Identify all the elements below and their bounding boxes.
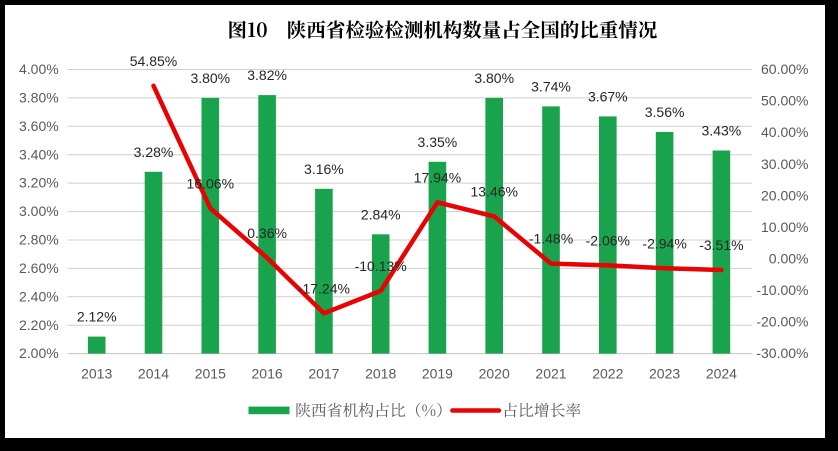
svg-text:2014: 2014 bbox=[138, 366, 169, 382]
svg-text:0.36%: 0.36% bbox=[247, 225, 287, 241]
svg-text:20.00%: 20.00% bbox=[761, 187, 808, 203]
svg-text:2.84%: 2.84% bbox=[361, 206, 401, 222]
svg-text:2013: 2013 bbox=[81, 366, 112, 382]
svg-text:3.35%: 3.35% bbox=[418, 134, 458, 150]
svg-text:30.00%: 30.00% bbox=[761, 156, 808, 172]
svg-text:3.80%: 3.80% bbox=[190, 70, 230, 86]
svg-text:0.00%: 0.00% bbox=[769, 251, 809, 267]
svg-text:40.00%: 40.00% bbox=[761, 124, 808, 140]
svg-text:-1.48%: -1.48% bbox=[529, 231, 573, 247]
svg-text:10.00%: 10.00% bbox=[761, 219, 808, 235]
svg-text:17.94%: 17.94% bbox=[414, 169, 461, 185]
svg-text:-20.00%: -20.00% bbox=[756, 314, 808, 330]
svg-text:50.00%: 50.00% bbox=[761, 93, 808, 109]
svg-text:3.82%: 3.82% bbox=[247, 67, 287, 83]
svg-text:2.00%: 2.00% bbox=[19, 345, 59, 361]
svg-text:3.67%: 3.67% bbox=[588, 89, 628, 105]
svg-text:3.28%: 3.28% bbox=[134, 144, 174, 160]
svg-text:2.20%: 2.20% bbox=[19, 317, 59, 333]
svg-text:2019: 2019 bbox=[422, 366, 453, 382]
svg-text:2015: 2015 bbox=[195, 366, 226, 382]
svg-text:3.60%: 3.60% bbox=[19, 118, 59, 134]
svg-text:4.00%: 4.00% bbox=[19, 61, 59, 77]
svg-text:3.43%: 3.43% bbox=[702, 123, 742, 139]
svg-text:2016: 2016 bbox=[252, 366, 283, 382]
svg-text:-10.00%: -10.00% bbox=[756, 282, 808, 298]
svg-text:3.00%: 3.00% bbox=[19, 203, 59, 219]
svg-text:2.80%: 2.80% bbox=[19, 232, 59, 248]
svg-text:3.80%: 3.80% bbox=[474, 70, 514, 86]
svg-text:60.00%: 60.00% bbox=[761, 61, 808, 77]
svg-text:2024: 2024 bbox=[706, 366, 737, 382]
svg-text:2.60%: 2.60% bbox=[19, 260, 59, 276]
svg-text:13.46%: 13.46% bbox=[470, 184, 517, 200]
svg-text:-2.06%: -2.06% bbox=[586, 233, 630, 249]
svg-text:2.40%: 2.40% bbox=[19, 288, 59, 304]
svg-text:-10.13%: -10.13% bbox=[355, 258, 407, 274]
svg-text:3.80%: 3.80% bbox=[19, 90, 59, 106]
svg-text:-3.51%: -3.51% bbox=[699, 237, 743, 253]
svg-text:3.74%: 3.74% bbox=[531, 79, 571, 95]
svg-text:-2.94%: -2.94% bbox=[642, 235, 686, 251]
svg-text:-17.24%: -17.24% bbox=[298, 280, 350, 296]
svg-text:3.16%: 3.16% bbox=[304, 161, 344, 177]
svg-text:54.85%: 54.85% bbox=[130, 53, 177, 69]
svg-text:2022: 2022 bbox=[592, 366, 623, 382]
svg-text:2023: 2023 bbox=[649, 366, 680, 382]
svg-text:2.12%: 2.12% bbox=[77, 309, 117, 325]
svg-text:3.40%: 3.40% bbox=[19, 146, 59, 162]
svg-text:2021: 2021 bbox=[535, 366, 566, 382]
svg-text:2017: 2017 bbox=[308, 366, 339, 382]
svg-text:2020: 2020 bbox=[479, 366, 510, 382]
svg-text:3.20%: 3.20% bbox=[19, 175, 59, 191]
svg-text:2018: 2018 bbox=[365, 366, 396, 382]
svg-text:3.56%: 3.56% bbox=[645, 104, 685, 120]
svg-text:16.06%: 16.06% bbox=[187, 175, 234, 191]
svg-text:-30.00%: -30.00% bbox=[756, 345, 808, 361]
